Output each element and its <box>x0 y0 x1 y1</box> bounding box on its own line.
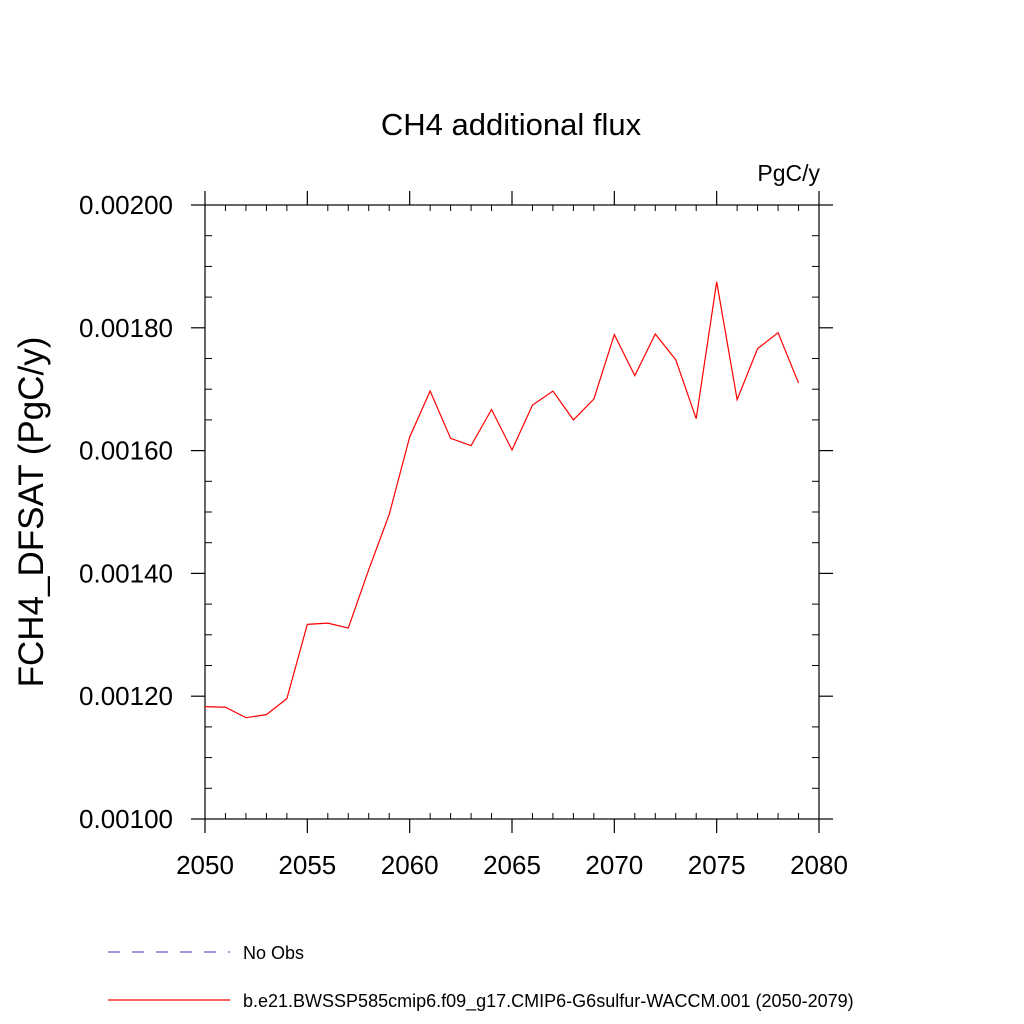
series-layer <box>204 281 800 719</box>
y-tick-label: 0.00200 <box>79 190 173 220</box>
y-axis-label: FCH4_DFSAT (PgC/y) <box>12 337 51 688</box>
x-tick-labels: 2050 2055 2060 2065 2070 2075 2080 <box>176 850 848 880</box>
x-tick-label: 2065 <box>483 850 541 880</box>
legend-label: b.e21.BWSSP585cmip6.f09_g17.CMIP6-G6sulf… <box>243 991 854 1012</box>
x-tick-label: 2080 <box>790 850 848 880</box>
chart-title: CH4 additional flux <box>381 107 642 142</box>
x-tick-label: 2075 <box>688 850 746 880</box>
axis-ticks <box>191 191 833 833</box>
legend: No Obs b.e21.BWSSP585cmip6.f09_g17.CMIP6-… <box>108 943 854 1012</box>
x-tick-label: 2060 <box>381 850 439 880</box>
units-label: PgC/y <box>757 160 820 186</box>
x-tick-label: 2070 <box>585 850 643 880</box>
legend-label: No Obs <box>243 943 304 963</box>
x-tick-label: 2050 <box>176 850 234 880</box>
x-tick-label: 2055 <box>278 850 336 880</box>
plot-frame <box>204 204 820 820</box>
y-tick-label: 0.00100 <box>79 804 173 834</box>
y-tick-label: 0.00120 <box>79 681 173 711</box>
y-tick-labels: 0.00100 0.00120 0.00140 0.00160 0.00180 0.002… <box>79 190 173 834</box>
y-tick-label: 0.00160 <box>79 436 173 466</box>
y-tick-label: 0.00140 <box>79 558 173 588</box>
series-line <box>204 281 800 719</box>
y-tick-label: 0.00180 <box>79 313 173 343</box>
